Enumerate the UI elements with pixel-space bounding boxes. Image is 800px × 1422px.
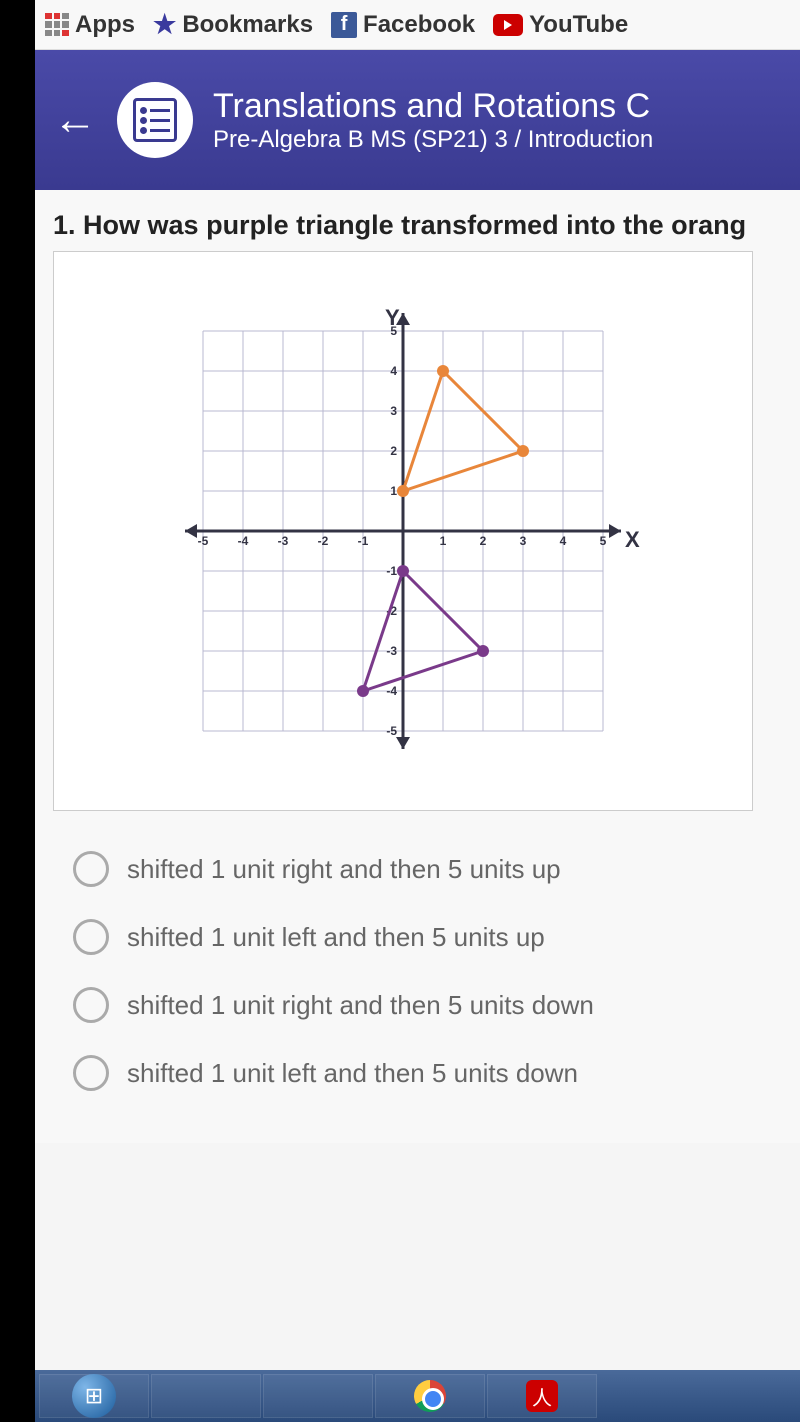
svg-text:-2: -2 bbox=[318, 534, 329, 548]
svg-text:X: X bbox=[625, 527, 640, 552]
graph-svg: -5-4-3-2-112345-5-4-3-2-112345XY bbox=[163, 291, 643, 771]
svg-text:1: 1 bbox=[440, 534, 447, 548]
radio-button[interactable] bbox=[73, 919, 109, 955]
apps-button[interactable]: Apps bbox=[45, 11, 135, 39]
answer-option-1[interactable]: shifted 1 unit left and then 5 units up bbox=[73, 919, 782, 955]
apps-label: Apps bbox=[75, 11, 135, 39]
taskbar: ⊞ 人 bbox=[35, 1370, 800, 1422]
answer-option-3[interactable]: shifted 1 unit left and then 5 units dow… bbox=[73, 1055, 782, 1091]
svg-text:Y: Y bbox=[385, 305, 400, 330]
option-label: shifted 1 unit right and then 5 units up bbox=[127, 854, 561, 885]
answer-options: shifted 1 unit right and then 5 units up… bbox=[53, 851, 782, 1091]
svg-text:1: 1 bbox=[390, 484, 397, 498]
question-body: How was purple triangle transformed into… bbox=[83, 210, 746, 240]
answer-option-0[interactable]: shifted 1 unit right and then 5 units up bbox=[73, 851, 782, 887]
page-header: ← Translations and Rotations C Pre-Algeb… bbox=[35, 50, 800, 190]
start-button[interactable]: ⊞ bbox=[39, 1374, 149, 1418]
taskbar-chrome[interactable] bbox=[375, 1374, 485, 1418]
question-number: 1. bbox=[53, 210, 76, 240]
coordinate-graph: -5-4-3-2-112345-5-4-3-2-112345XY bbox=[53, 251, 753, 811]
option-label: shifted 1 unit left and then 5 units dow… bbox=[127, 1058, 578, 1089]
taskbar-pdf[interactable]: 人 bbox=[487, 1374, 597, 1418]
svg-text:-4: -4 bbox=[238, 534, 249, 548]
svg-text:-3: -3 bbox=[386, 644, 397, 658]
svg-text:4: 4 bbox=[560, 534, 567, 548]
apps-icon bbox=[45, 13, 69, 37]
bookmark-bar: Apps ★ Bookmarks f Facebook YouTube bbox=[35, 0, 800, 50]
youtube-bookmark[interactable]: YouTube bbox=[493, 11, 628, 39]
radio-button[interactable] bbox=[73, 1055, 109, 1091]
answer-option-2[interactable]: shifted 1 unit right and then 5 units do… bbox=[73, 987, 782, 1023]
question-content: 1. How was purple triangle transformed i… bbox=[35, 190, 800, 1143]
youtube-icon bbox=[493, 14, 523, 36]
page-subtitle: Pre-Algebra B MS (SP21) 3 / Introduction bbox=[213, 126, 653, 154]
pdf-icon: 人 bbox=[526, 1380, 558, 1412]
facebook-bookmark[interactable]: f Facebook bbox=[331, 11, 475, 39]
facebook-icon: f bbox=[331, 12, 357, 38]
bookmarks-label: Bookmarks bbox=[182, 11, 313, 39]
option-label: shifted 1 unit right and then 5 units do… bbox=[127, 990, 594, 1021]
svg-text:-1: -1 bbox=[358, 534, 369, 548]
svg-text:-4: -4 bbox=[386, 684, 397, 698]
radio-button[interactable] bbox=[73, 851, 109, 887]
star-icon: ★ bbox=[153, 9, 176, 40]
svg-text:-5: -5 bbox=[386, 724, 397, 738]
radio-button[interactable] bbox=[73, 987, 109, 1023]
svg-text:4: 4 bbox=[390, 364, 397, 378]
taskbar-app-1[interactable] bbox=[151, 1374, 261, 1418]
chrome-icon bbox=[414, 1380, 446, 1412]
taskbar-app-2[interactable] bbox=[263, 1374, 373, 1418]
svg-text:-1: -1 bbox=[386, 564, 397, 578]
svg-text:2: 2 bbox=[480, 534, 487, 548]
option-label: shifted 1 unit left and then 5 units up bbox=[127, 922, 545, 953]
svg-text:5: 5 bbox=[600, 534, 607, 548]
facebook-label: Facebook bbox=[363, 11, 475, 39]
bookmarks-button[interactable]: ★ Bookmarks bbox=[153, 9, 313, 40]
svg-text:-3: -3 bbox=[278, 534, 289, 548]
svg-text:2: 2 bbox=[390, 444, 397, 458]
back-button[interactable]: ← bbox=[53, 95, 97, 145]
page-title: Translations and Rotations C bbox=[213, 87, 653, 126]
quiz-icon bbox=[117, 82, 193, 158]
youtube-label: YouTube bbox=[529, 11, 628, 39]
svg-text:3: 3 bbox=[520, 534, 527, 548]
svg-text:3: 3 bbox=[390, 404, 397, 418]
svg-text:-5: -5 bbox=[198, 534, 209, 548]
question-text: 1. How was purple triangle transformed i… bbox=[53, 210, 782, 241]
